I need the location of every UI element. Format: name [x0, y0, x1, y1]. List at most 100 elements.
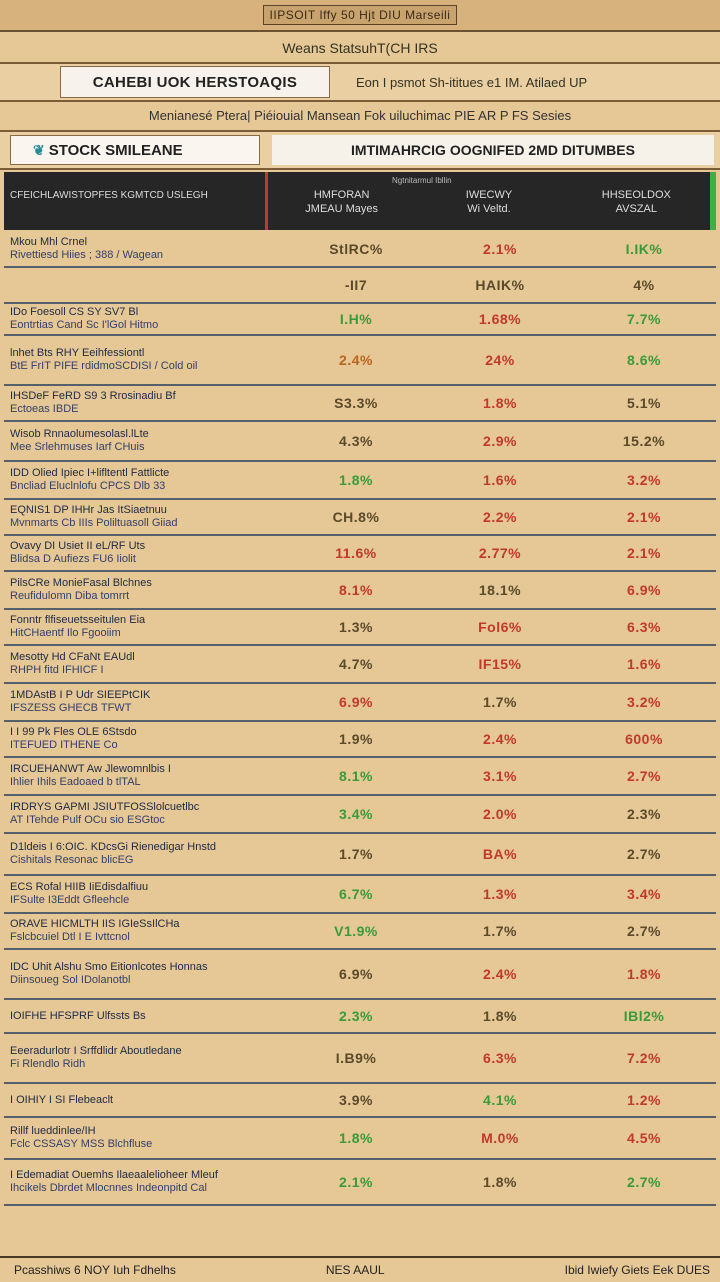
table-row[interactable]: PilsCRe MonieFasal Blchnes Reufidulomn Di… [4, 572, 716, 610]
row-label: Mkou Mhl Crnel Rivettiesd Hiies ; 388 / W… [4, 234, 284, 264]
header-label-col[interactable]: CFEICHLAWISTOPFES KGMTCD USLEGH [4, 172, 268, 230]
row-value-col-1: 1.8% [339, 1130, 373, 1146]
table-row[interactable]: IOIFHE HFSPRF Ulfssts Bs 2.3% 1.8% IBl2% [4, 1000, 716, 1034]
table-row[interactable]: I OIHIY I SI Flebeaclt 3.9% 4.1% 1.2% [4, 1084, 716, 1118]
brand-row: CAHEBI UOK HERSTOAQIS Eon I psmot Sh-iti… [0, 62, 720, 102]
row-value-col-2: Fol6% [478, 619, 522, 635]
table-row[interactable]: -II7 HAIK% 4% [4, 268, 716, 304]
row-label-line-2: Bncliad Eluclnlofu CPCS Dlb 33 [10, 480, 166, 492]
footer-mid: NES AAUL [325, 1263, 385, 1277]
table-row[interactable]: ORAVE HICMLTH IIS IGIeSsIlCHa Fslcbcuiel … [4, 914, 716, 950]
row-value-col-2: 1.8% [483, 395, 517, 411]
row-label: ECS Rofal HIIB IiEdisdalfiuu IFSulte I3Ed… [4, 879, 284, 909]
table-row[interactable]: 1MDAstB I P Udr SIEEPtCIK IFSZESS GHECB T… [4, 684, 716, 722]
row-label-line-1: IRCUEHANWT Aw Jlewomnlbis I [10, 763, 171, 775]
row-value-col-3: 1.2% [627, 1092, 661, 1108]
row-label-line-2: Mvnmarts Cb IIIs Poliltuasoll Giiad [10, 517, 178, 529]
row-label: EQNIS1 DP IHHr Jas ItSiaetnuu Mvnmarts Cb… [4, 502, 284, 532]
row-value-col-2: 6.3% [483, 1050, 517, 1066]
row-value-col-2: 1.3% [483, 886, 517, 902]
row-label-line-2: Cishitals Resonac blicEG [10, 854, 134, 866]
row-value-col-1: 4.7% [339, 656, 373, 672]
header-col-3[interactable]: HHSEOLDOX AVSZAL [563, 172, 710, 230]
row-label: Ovavy DI Usiet II eL/RF Uts Blidsa D Aufi… [4, 538, 284, 568]
table-row[interactable]: Ovavy DI Usiet II eL/RF Uts Blidsa D Aufi… [4, 536, 716, 572]
row-label-line-2: RHPH fitd IFHICF I [10, 664, 104, 676]
row-label: Mesotty Hd CFaNt EAUdl RHPH fitd IFHICF I [4, 649, 284, 679]
table-row[interactable]: Wisob Rnnaolumesolasl.lLte Mee Srlehmuses… [4, 422, 716, 462]
table-row[interactable]: D1ldeis I 6:OIC. KDcsGi Rienedigar Hnstd… [4, 834, 716, 876]
row-value-col-3: 15.2% [622, 433, 666, 449]
header-col-2-line-1: IWECWY [465, 189, 513, 201]
table-row[interactable]: ECS Rofal HIIB IiEdisdalfiuu IFSulte I3Ed… [4, 876, 716, 914]
table-row[interactable]: Mkou Mhl Crnel Rivettiesd Hiies ; 388 / W… [4, 232, 716, 268]
row-value-col-3: 2.1% [627, 545, 661, 561]
row-value-col-2: BA% [482, 846, 518, 862]
header-col-3-line-1: HHSEOLDOX [601, 189, 671, 201]
row-value-col-1: 2.3% [339, 1008, 373, 1024]
row-label-line-2: Ihcikels Dbrdet Mlocnnes Indeonpitd Cal [10, 1182, 207, 1194]
row-value-col-3: 1.8% [627, 966, 661, 982]
row-value-col-3: 7.7% [627, 311, 661, 327]
row-label: D1ldeis I 6:OIC. KDcsGi Rienedigar Hnstd… [4, 839, 284, 869]
row-value-col-3: 2.7% [627, 846, 661, 862]
row-label-line-2: Reufidulomn Diba tomrrt [10, 590, 130, 602]
table-row[interactable]: EQNIS1 DP IHHr Jas ItSiaetnuu Mvnmarts Cb… [4, 500, 716, 536]
row-value-col-1: 6.9% [339, 694, 373, 710]
row-value-col-3: 3.2% [627, 472, 661, 488]
row-label: IDC Uhit Alshu Smo Eitionlcotes Honnas Di… [4, 959, 284, 989]
row-label-line-1: EQNIS1 DP IHHr Jas ItSiaetnuu [10, 504, 167, 516]
row-value-col-3: 8.6% [627, 352, 661, 368]
table-row[interactable]: I Edemadiat Ouemhs Ilaeaalelioheer Mleuf… [4, 1160, 716, 1206]
table-row[interactable]: Mesotty Hd CFaNt EAUdl RHPH fitd IFHICF I… [4, 646, 716, 684]
row-value-col-1: S3.3% [334, 395, 378, 411]
table-row[interactable]: IRDRYS GAPMI JSIUTFOSSlolcuetlbc AT ITehd… [4, 796, 716, 834]
row-value-col-1: 4.3% [339, 433, 373, 449]
table-row[interactable]: Rillf lueddinlee/IH Fclc CSSASY MSS Blchf… [4, 1118, 716, 1160]
brand-box[interactable]: CAHEBI UOK HERSTOAQIS [60, 66, 330, 98]
row-value-col-3: 2.7% [627, 1174, 661, 1190]
table-row[interactable]: IDC Uhit Alshu Smo Eitionlcotes Honnas Di… [4, 950, 716, 1000]
table-row[interactable]: lnhet Bts RHY Eeihfessiontl BtE FrIT PIFE… [4, 336, 716, 386]
table-row[interactable]: IDD Olied Ipiec I+lifltentl Fattlicte Bnc… [4, 462, 716, 500]
row-label: lnhet Bts RHY Eeihfessiontl BtE FrIT PIFE… [4, 345, 284, 375]
row-value-col-3: I.IK% [625, 241, 663, 257]
row-label: ORAVE HICMLTH IIS IGIeSsIlCHa Fslcbcuiel … [4, 916, 284, 946]
header-col-1[interactable]: HMFORAN JMEAU Mayes [268, 172, 415, 230]
row-value-col-1: 1.9% [339, 731, 373, 747]
stock-box[interactable]: ❦ STOCK SMILEANE [10, 135, 260, 165]
row-label [4, 283, 284, 287]
row-label-line-2: HitCHaentf Ilo Fgooiim [10, 627, 121, 639]
header-col-1-line-2: JMEAU Mayes [305, 203, 379, 215]
row-label-line-2: BtE FrIT PIFE rdidmoSCDISI / Cold oil [10, 360, 198, 372]
row-value-col-1: I.B9% [335, 1050, 377, 1066]
top-bar: IIPSOIT Iffy 50 Hjt DIU Marseili [0, 0, 720, 32]
top-title: IIPSOIT Iffy 50 Hjt DIU Marseili [262, 5, 458, 25]
row-label-line-1: I I 99 Pk Fles OLE 6Stsdo [10, 726, 137, 738]
table-row[interactable]: I I 99 Pk Fles OLE 6Stsdo ITEFUED ITHENE … [4, 722, 716, 758]
header-col-2[interactable]: IWECWY Wi Veltd. [415, 172, 562, 230]
row-value-col-1: CH.8% [332, 509, 380, 525]
header-small-note: Ngtnitarmul Ibllin [392, 176, 452, 185]
row-value-col-3: 5.1% [627, 395, 661, 411]
header-line-4: Menianesé Ptera| Piéiouial Mansean Fok u… [148, 107, 572, 123]
table-row[interactable]: IHSDeF FeRD S9 3 Rrosinadiu Bf Ectoeas IB… [4, 386, 716, 422]
table-row[interactable]: Eeeradurlotr I Srffdlidr Aboutledane Fi R… [4, 1034, 716, 1084]
row-label: IOIFHE HFSPRF Ulfssts Bs [4, 1008, 284, 1025]
row-label: I OIHIY I SI Flebeaclt [4, 1092, 284, 1109]
table-row[interactable]: IRCUEHANWT Aw Jlewomnlbis I Ihlier Ihils … [4, 758, 716, 796]
row-value-col-2: 2.4% [483, 731, 517, 747]
row-value-col-1: 1.8% [339, 472, 373, 488]
row-label-line-2: Fslcbcuiel Dtl I E Ivttcnol [10, 931, 130, 943]
row-value-col-3: 7.2% [627, 1050, 661, 1066]
table-row[interactable]: Fonntr flfiseuetsseitulen Eia HitCHaentf … [4, 610, 716, 646]
row-value-col-2: IF15% [478, 656, 522, 672]
row-label-line-2: Fclc CSSASY MSS Blchfluse [10, 1138, 153, 1150]
row-value-col-1: -II7 [344, 277, 368, 293]
row-value-col-1: 8.1% [339, 582, 373, 598]
row-label-line-1: D1ldeis I 6:OIC. KDcsGi Rienedigar Hnstd [10, 841, 217, 853]
row-value-col-2: 2.77% [478, 545, 522, 561]
row-value-col-3: 2.7% [627, 923, 661, 939]
table-row[interactable]: IDo Foesoll CS SY SV7 Bl Eontrtias Cand S… [4, 304, 716, 336]
row-value-col-3: 2.7% [627, 768, 661, 784]
